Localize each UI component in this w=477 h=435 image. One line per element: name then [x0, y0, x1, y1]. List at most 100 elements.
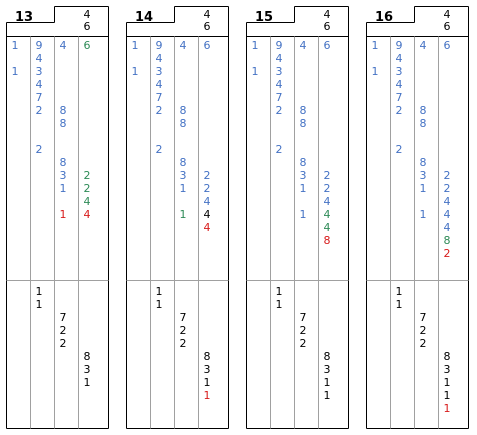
bottom-digit: 2: [59, 337, 67, 350]
bottom-digit: 2: [419, 337, 427, 350]
top-digit: 2: [275, 143, 283, 156]
header-digit: 4: [203, 8, 211, 21]
top-digit: 2: [35, 104, 43, 117]
header-digit: 4: [323, 8, 331, 21]
top-digit: 1: [371, 65, 379, 78]
top-digit: 1: [131, 65, 139, 78]
bottom-digit: 8: [203, 350, 211, 363]
bottom-digit: 2: [59, 324, 67, 337]
top-digit: 7: [395, 91, 403, 104]
header-digit: 6: [323, 20, 331, 33]
top-digit: 8: [419, 104, 427, 117]
bottom-digit: 3: [203, 363, 211, 376]
top-digit: 2: [203, 169, 211, 182]
top-digit: 8: [443, 234, 451, 247]
bottom-digit: 2: [299, 337, 307, 350]
top-digit: 4: [419, 39, 427, 52]
card-frame: [126, 6, 229, 429]
top-digit: 1: [179, 182, 187, 195]
bottom-digit: 1: [323, 376, 331, 389]
top-digit: 8: [59, 117, 67, 130]
card-16: 16 4 6 1 1 9 4 3 4 7 2 2 4 8 8 8 3 1 1 6 2 2 4 4 4 8 2 1 1 7 2 2 8 3 1 1 1: [366, 5, 469, 429]
top-digit: 1: [299, 182, 307, 195]
top-digit: 8: [299, 104, 307, 117]
top-digit: 9: [155, 39, 163, 52]
top-digit: 1: [251, 39, 259, 52]
top-digit: 4: [299, 39, 307, 52]
top-digit: 2: [443, 247, 451, 260]
top-digit: 7: [35, 91, 43, 104]
top-digit: 2: [83, 169, 91, 182]
top-digit: 8: [323, 234, 331, 247]
card-title: 15: [255, 10, 274, 25]
top-digit: 3: [275, 65, 283, 78]
top-digit: 4: [35, 52, 43, 65]
top-digit: 3: [419, 169, 427, 182]
top-digit: 1: [131, 39, 139, 52]
card-frame: [6, 6, 109, 429]
top-digit: 8: [179, 104, 187, 117]
top-digit: 1: [419, 182, 427, 195]
bottom-digit: 8: [443, 350, 451, 363]
top-digit: 6: [443, 39, 451, 52]
top-digit: 6: [203, 39, 211, 52]
top-digit: 8: [419, 117, 427, 130]
top-digit: 4: [203, 208, 211, 221]
top-digit: 4: [59, 39, 67, 52]
card-13: 13 4 6 1 1 9 4 3 4 7 2 2 4 8 8 8 3 1 1 6 2 2 4 4 1 1 7 2 2 8 3 1: [6, 5, 109, 429]
bottom-digit: 1: [395, 298, 403, 311]
card-14: 14 4 6 1 1 9 4 3 4 7 2 2 4 8 8 8 3 1 1 6 2 2 4 4 4 1 1 7 2 2 8 3 1 1: [126, 5, 229, 429]
header-digit: 6: [83, 20, 91, 33]
bottom-digit: 8: [323, 350, 331, 363]
bottom-digit: 1: [203, 389, 211, 402]
bottom-digit: 7: [299, 311, 307, 324]
card-15: 15 4 6 1 1 9 4 3 4 7 2 2 4 8 8 8 3 1 1 6 2 2 4 4 4 8 1 1 7 2 2 8 3 1 1: [246, 5, 349, 429]
top-digit: 4: [395, 78, 403, 91]
top-digit: 4: [275, 78, 283, 91]
bottom-digit: 2: [419, 324, 427, 337]
top-digit: 4: [203, 195, 211, 208]
bottom-digit: 1: [155, 298, 163, 311]
bottom-digit: 3: [83, 363, 91, 376]
bottom-digit: 1: [35, 285, 43, 298]
bottom-digit: 1: [35, 298, 43, 311]
bottom-digit: 1: [203, 376, 211, 389]
top-digit: 3: [155, 65, 163, 78]
header-digit: 4: [83, 8, 91, 21]
bottom-digit: 1: [395, 285, 403, 298]
top-digit: 1: [179, 208, 187, 221]
top-digit: 4: [443, 221, 451, 234]
card-title: 16: [375, 10, 394, 25]
top-digit: 2: [443, 182, 451, 195]
top-digit: 2: [323, 169, 331, 182]
top-digit: 4: [83, 208, 91, 221]
top-digit: 9: [35, 39, 43, 52]
top-digit: 1: [419, 208, 427, 221]
top-digit: 1: [59, 208, 67, 221]
top-digit: 3: [59, 169, 67, 182]
top-digit: 2: [323, 182, 331, 195]
bottom-digit: 1: [155, 285, 163, 298]
bottom-digit: 1: [443, 402, 451, 415]
bottom-digit: 1: [83, 376, 91, 389]
top-digit: 4: [323, 221, 331, 234]
top-digit: 3: [179, 169, 187, 182]
bottom-digit: 7: [59, 311, 67, 324]
top-digit: 8: [59, 156, 67, 169]
bottom-digit: 1: [443, 389, 451, 402]
top-digit: 7: [275, 91, 283, 104]
top-digit: 1: [371, 39, 379, 52]
top-digit: 4: [155, 52, 163, 65]
bottom-digit: 1: [323, 389, 331, 402]
top-digit: 2: [155, 143, 163, 156]
top-digit: 1: [299, 208, 307, 221]
top-digit: 1: [11, 39, 19, 52]
card-frame: [246, 6, 349, 429]
top-digit: 4: [155, 78, 163, 91]
top-digit: 3: [35, 65, 43, 78]
top-digit: 6: [83, 39, 91, 52]
header-digit: 4: [443, 8, 451, 21]
header-digit: 6: [443, 20, 451, 33]
top-digit: 8: [299, 117, 307, 130]
top-digit: 2: [155, 104, 163, 117]
